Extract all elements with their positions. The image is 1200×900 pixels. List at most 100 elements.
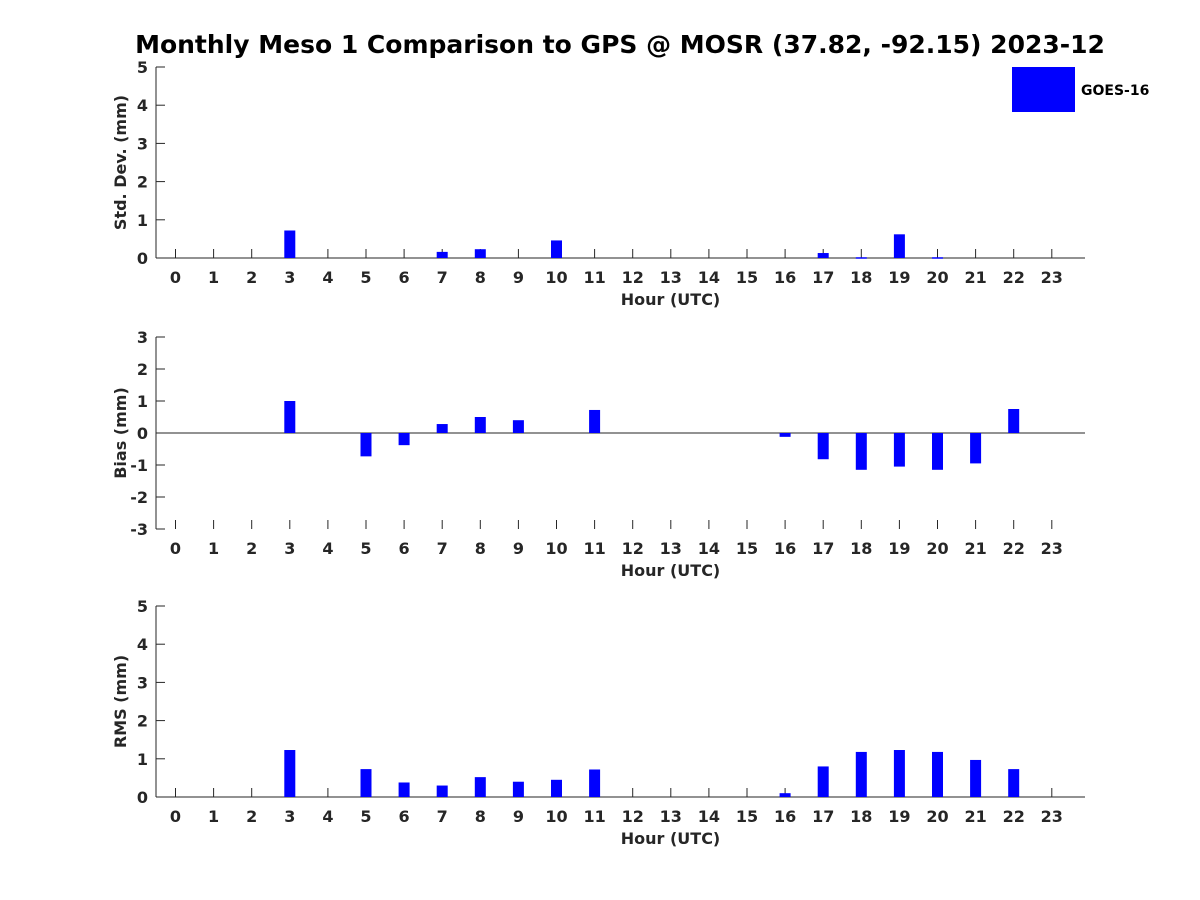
bar-hour-11 xyxy=(589,769,601,797)
x-tick-label: 16 xyxy=(774,268,796,287)
x-axis-label: Hour (UTC) xyxy=(621,561,721,580)
bar-hour-9 xyxy=(512,781,524,797)
x-tick-label: 3 xyxy=(284,539,295,558)
x-tick-label: 16 xyxy=(774,539,796,558)
y-tick-label: 4 xyxy=(137,96,148,115)
y-axis-label: Bias (mm) xyxy=(111,387,130,479)
bar-hour-20 xyxy=(932,257,943,259)
x-tick-label: 3 xyxy=(284,268,295,287)
bar-hour-11 xyxy=(589,409,601,433)
x-tick-label: 15 xyxy=(736,539,758,558)
x-tick-label: 8 xyxy=(475,268,486,287)
bar-hour-3 xyxy=(284,750,296,797)
x-tick-label: 5 xyxy=(360,268,371,287)
x-tick-label: 6 xyxy=(399,539,410,558)
x-tick-label: 6 xyxy=(399,807,410,826)
x-tick-label: 23 xyxy=(1041,539,1063,558)
x-tick-label: 14 xyxy=(698,807,720,826)
y-axis-label: RMS (mm) xyxy=(111,655,130,748)
y-tick-label: 2 xyxy=(137,173,148,192)
bar-hour-6 xyxy=(398,782,410,797)
y-tick-label: 1 xyxy=(137,392,148,411)
y-tick-label: 1 xyxy=(137,750,148,769)
bar-hour-10 xyxy=(551,240,562,258)
x-tick-label: 19 xyxy=(888,268,910,287)
y-tick-label: 5 xyxy=(137,58,148,77)
x-tick-label: 1 xyxy=(208,539,219,558)
x-tick-label: 13 xyxy=(660,268,682,287)
bar-hour-8 xyxy=(474,417,486,433)
x-tick-label: 13 xyxy=(660,539,682,558)
bar-hour-10 xyxy=(551,779,562,797)
x-tick-label: 0 xyxy=(170,539,181,558)
chart-title: Monthly Meso 1 Comparison to GPS @ MOSR … xyxy=(135,30,1105,59)
x-tick-label: 11 xyxy=(583,268,605,287)
x-tick-label: 15 xyxy=(736,268,758,287)
y-tick-label: 1 xyxy=(137,211,148,230)
x-tick-label: 19 xyxy=(888,539,910,558)
x-tick-label: 21 xyxy=(964,539,986,558)
x-tick-label: 14 xyxy=(698,268,720,287)
x-tick-label: 1 xyxy=(208,807,219,826)
legend-label: GOES-16 xyxy=(1081,83,1149,99)
x-axis-label: Hour (UTC) xyxy=(621,290,721,309)
y-tick-label: 0 xyxy=(137,788,148,807)
x-tick-label: 4 xyxy=(322,539,333,558)
x-tick-label: 10 xyxy=(545,268,567,287)
x-tick-label: 2 xyxy=(246,268,257,287)
bar-hour-18 xyxy=(855,433,867,470)
y-tick-label: 4 xyxy=(137,635,148,654)
x-tick-label: 18 xyxy=(850,268,872,287)
y-tick-label: 2 xyxy=(137,712,148,731)
x-tick-label: 22 xyxy=(1003,268,1025,287)
y-axis-label: Std. Dev. (mm) xyxy=(111,95,130,230)
bar-hour-7 xyxy=(436,251,448,258)
bar-hour-21 xyxy=(970,433,982,464)
bar-hour-7 xyxy=(436,424,448,433)
x-tick-label: 12 xyxy=(622,268,644,287)
x-tick-label: 16 xyxy=(774,807,796,826)
bar-hour-22 xyxy=(1008,409,1020,433)
x-tick-label: 17 xyxy=(812,268,834,287)
y-tick-label: 0 xyxy=(137,424,148,443)
x-tick-label: 22 xyxy=(1003,539,1025,558)
x-tick-label: 20 xyxy=(926,268,948,287)
x-tick-label: 4 xyxy=(322,268,333,287)
bar-hour-17 xyxy=(817,253,829,258)
y-tick-label: 2 xyxy=(137,360,148,379)
legend: GOES-16 xyxy=(1012,67,1149,112)
x-tick-label: 23 xyxy=(1041,268,1063,287)
y-tick-label: -1 xyxy=(130,456,148,475)
y-tick-label: 3 xyxy=(137,134,148,153)
x-tick-label: 18 xyxy=(850,539,872,558)
x-tick-label: 7 xyxy=(437,807,448,826)
x-tick-label: 10 xyxy=(545,807,567,826)
bar-hour-9 xyxy=(512,420,524,433)
bar-hour-17 xyxy=(817,766,829,797)
x-tick-label: 2 xyxy=(246,807,257,826)
x-tick-label: 4 xyxy=(322,807,333,826)
x-tick-label: 15 xyxy=(736,807,758,826)
x-tick-label: 20 xyxy=(926,807,948,826)
x-tick-label: 13 xyxy=(660,807,682,826)
x-tick-label: 17 xyxy=(812,807,834,826)
x-tick-label: 5 xyxy=(360,539,371,558)
bar-hour-20 xyxy=(932,433,943,470)
x-tick-label: 7 xyxy=(437,268,448,287)
x-tick-label: 10 xyxy=(545,539,567,558)
x-tick-label: 9 xyxy=(513,539,524,558)
y-tick-label: -3 xyxy=(130,520,148,539)
x-tick-label: 21 xyxy=(964,807,986,826)
x-tick-label: 22 xyxy=(1003,807,1025,826)
x-tick-label: 23 xyxy=(1041,807,1063,826)
bar-hour-3 xyxy=(284,230,296,258)
x-tick-label: 0 xyxy=(170,268,181,287)
bar-hour-6 xyxy=(398,433,410,446)
bar-hour-18 xyxy=(855,257,867,259)
x-tick-label: 5 xyxy=(360,807,371,826)
